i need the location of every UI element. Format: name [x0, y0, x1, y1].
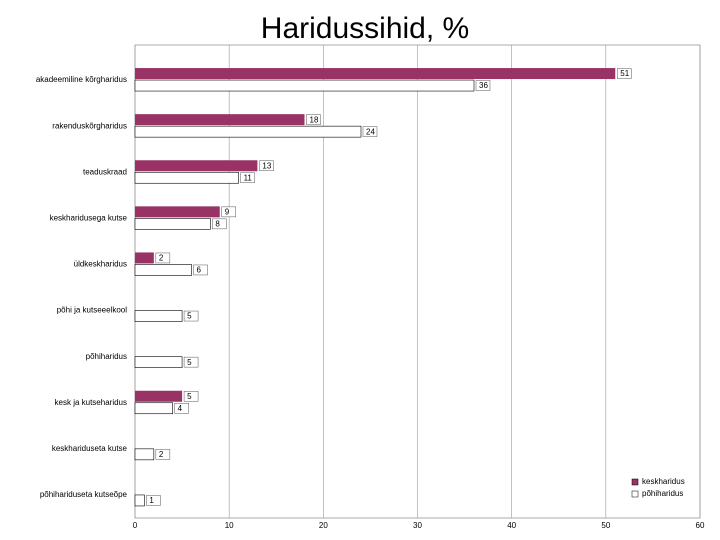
value-label: 36: [479, 81, 488, 90]
chart-title: Haridussihid, %: [261, 12, 469, 45]
y-tick-label: keskharidusega kutse: [50, 213, 128, 222]
bar: [134, 448, 155, 461]
value-label-box: [221, 206, 236, 218]
y-tick-label: üldkeskharidus: [74, 260, 127, 269]
value-label: 6: [197, 266, 202, 275]
value-label: 51: [620, 69, 629, 78]
y-tick-label: põhihariduseta kutseõpe: [40, 490, 128, 499]
value-label: 4: [178, 404, 183, 413]
value-label: 18: [310, 115, 319, 124]
value-label: 5: [187, 358, 192, 367]
legend-label: põhiharidus: [642, 489, 683, 498]
bar: [135, 206, 220, 218]
value-label-box: [155, 449, 171, 460]
value-label: 13: [262, 161, 271, 170]
bar: [135, 68, 616, 80]
value-label-box: [183, 310, 199, 322]
bar: [135, 114, 305, 126]
y-tick-label: teaduskraad: [83, 167, 127, 176]
bar: [135, 390, 183, 402]
value-label-box: [362, 126, 378, 137]
bar: [134, 402, 173, 415]
x-tick-label: 40: [507, 521, 516, 530]
x-tick-label: 60: [696, 521, 705, 530]
value-label: 24: [366, 127, 375, 136]
value-label: 1: [149, 496, 154, 505]
y-tick-label: akadeemiline kõrgharidus: [36, 75, 127, 84]
value-label-box: [183, 356, 199, 368]
y-tick-label: kesk ja kutseharidus: [55, 398, 127, 407]
x-tick-label: 0: [133, 521, 138, 530]
bar: [134, 125, 362, 138]
y-tick-label: rakenduskõrgharidus: [52, 121, 127, 130]
value-label-box: [193, 264, 208, 276]
y-tick-label: põhi ja kutseeelkool: [57, 306, 127, 315]
value-label: 8: [215, 219, 220, 228]
legend-label: keskharidus: [642, 477, 685, 486]
value-label: 2: [159, 450, 164, 459]
x-tick-label: 50: [601, 521, 610, 530]
value-label: 11: [244, 173, 253, 182]
bar: [134, 264, 192, 276]
x-tick-label: 30: [413, 521, 422, 530]
value-label-box: [183, 391, 199, 402]
value-label-box: [212, 218, 227, 230]
value-label-box: [155, 252, 171, 264]
value-label: 5: [187, 312, 192, 321]
legend-swatch: [631, 478, 639, 486]
bar: [134, 218, 211, 230]
y-tick-label: keskhariduseta kutse: [52, 444, 128, 453]
legend-swatch: [631, 490, 639, 498]
bar: [134, 79, 475, 92]
value-label: 9: [225, 207, 230, 216]
bar: [134, 171, 239, 184]
value-label-box: [174, 403, 189, 414]
value-label-box: [306, 114, 321, 125]
value-label-box: [259, 160, 274, 171]
bar: [134, 494, 145, 507]
bar: [134, 356, 183, 368]
bar: [135, 252, 154, 264]
x-tick-label: 10: [225, 521, 234, 530]
value-label: 5: [187, 392, 192, 401]
value-label: 2: [159, 254, 164, 263]
bar: [135, 160, 258, 172]
value-label-box: [146, 495, 161, 506]
value-label-box: [240, 172, 255, 183]
bar: [134, 310, 183, 322]
x-tick-label: 20: [319, 521, 328, 530]
value-label-box: [617, 68, 632, 79]
value-label-box: [475, 80, 491, 91]
y-tick-label: põhiharidus: [86, 352, 127, 361]
